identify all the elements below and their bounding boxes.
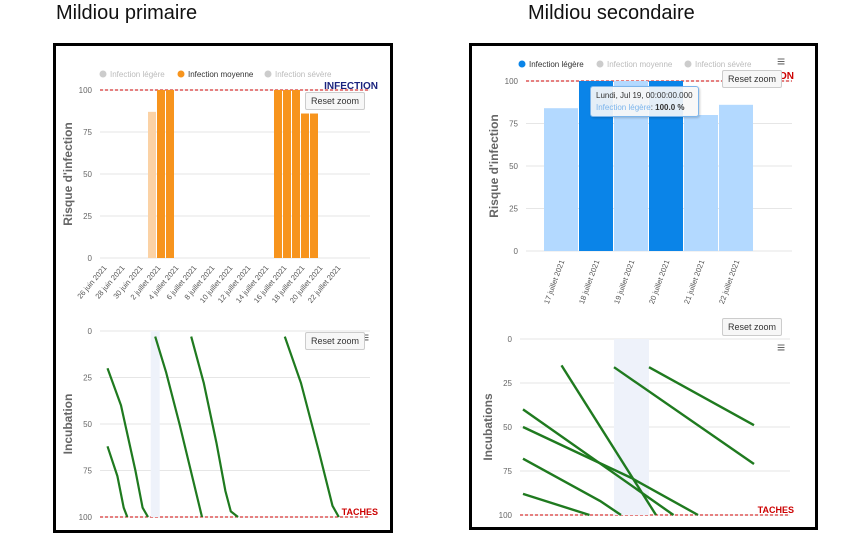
y-tick-label: 0 [514, 247, 519, 256]
y-tick-label: 75 [83, 467, 92, 476]
legend-item: Infection sévère [695, 60, 752, 69]
legend-item: Infection sévère [275, 70, 332, 79]
y-axis-label: Risque d'infection [487, 114, 501, 218]
x-tick-label: 17 juillet 2021 [542, 259, 566, 306]
incubation-line [190, 336, 239, 518]
y-tick-label: 100 [79, 513, 93, 522]
y-tick-label: 100 [505, 77, 519, 86]
legend-marker [264, 70, 272, 78]
bar [157, 90, 165, 258]
incubation-line [522, 457, 622, 516]
y-tick-label: 100 [79, 86, 93, 95]
plot-band [150, 331, 160, 517]
panel-secondaire: 0 25 50 75 100 Risque d'infection Infection lé… [469, 43, 818, 530]
bar [310, 113, 318, 259]
y-tick-label: 50 [509, 162, 518, 171]
bar [148, 111, 156, 258]
incubation-line [560, 364, 658, 516]
legend-marker [99, 70, 107, 78]
reset-zoom-button-secondaire-incubation[interactable]: Reset zoom [722, 318, 783, 336]
section-title-secondaire: Mildiou secondaire [528, 2, 695, 24]
x-tick-label: 21 juillet 2021 [682, 259, 706, 306]
y-axis-label: Incubations [481, 393, 495, 461]
tooltip-date: Lundi, Jul 19, 00:00:00.000 [596, 91, 693, 100]
y-tick-label: 100 [499, 511, 513, 520]
incubation-line [106, 445, 129, 518]
reset-zoom-button-primaire-infection[interactable]: Reset zoom [305, 92, 366, 110]
reset-zoom-button-secondaire-infection[interactable]: Reset zoom [722, 70, 783, 88]
chart-tooltip: Lundi, Jul 19, 00:00:00.000 Infection lé… [590, 86, 699, 117]
reset-zoom-button-primaire-incubation[interactable]: Reset zoom [305, 332, 366, 350]
tooltip-series: Infection légère [596, 103, 651, 112]
y-tick-label: 50 [83, 420, 92, 429]
legend-marker [177, 70, 185, 78]
y-axis-label: Risque d'infection [61, 122, 75, 226]
y-tick-label: 50 [83, 170, 92, 179]
legend-marker [596, 60, 604, 68]
legend-item: Infection légère [110, 70, 165, 79]
bar [283, 90, 291, 258]
bar [544, 108, 578, 251]
y-tick-label: 0 [88, 254, 93, 263]
y-tick-label: 25 [509, 205, 518, 214]
y-tick-label: 75 [83, 128, 92, 137]
bar [684, 115, 718, 251]
legend-marker [518, 60, 526, 68]
brand-label: TACHES [342, 507, 378, 517]
x-tick-label: 18 juillet 2021 [577, 259, 601, 306]
brand-label: TACHES [758, 505, 794, 515]
y-tick-label: 75 [503, 467, 512, 476]
panel-primaire: 0 25 50 75 100 Risque d'infection Infection lé… [53, 43, 393, 533]
section-title-primaire: Mildiou primaire [56, 2, 198, 24]
chart-primaire-infection: 0 25 50 75 100 Risque d'infection Infection lé… [61, 70, 378, 305]
y-tick-label: 25 [83, 374, 92, 383]
bar [274, 90, 282, 258]
legend-item: Infection moyenne [607, 60, 673, 69]
hamburger-menu-icon[interactable]: ≡ [777, 53, 786, 69]
y-tick-label: 0 [508, 335, 513, 344]
x-tick-label: 22 juillet 2021 [717, 259, 741, 306]
incubation-line [283, 336, 340, 518]
incubation-line [613, 366, 755, 465]
brand-label: INFECTION [324, 81, 378, 92]
y-tick-label: 50 [503, 423, 512, 432]
y-tick-label: 0 [88, 327, 93, 336]
legend-item: Infection légère [529, 60, 584, 69]
x-tick-label: 19 juillet 2021 [612, 259, 636, 306]
y-tick-label: 25 [503, 379, 512, 388]
hamburger-menu-icon[interactable]: ≡ [361, 329, 370, 345]
bar [719, 104, 753, 251]
incubation-line [106, 367, 149, 518]
x-tick-label: 20 juillet 2021 [647, 259, 671, 306]
y-tick-label: 25 [83, 212, 92, 221]
legend-item: Infection moyenne [188, 70, 254, 79]
incubation-line [648, 366, 755, 427]
hamburger-menu-icon[interactable]: ≡ [777, 339, 786, 355]
chart-primaire-incubation: 0 25 50 75 100 Incubation TACHES [61, 327, 378, 522]
incubation-line [522, 492, 590, 517]
incubation-line [154, 336, 204, 518]
bar [292, 90, 300, 258]
bar [166, 90, 174, 258]
chart-secondaire-incubation: 0 25 50 75 100 Incubations TACHES [481, 335, 794, 520]
y-axis-label: Incubation [61, 394, 75, 455]
legend-marker [684, 60, 692, 68]
plot-band [614, 339, 649, 515]
y-tick-label: 75 [509, 120, 518, 129]
bar [301, 113, 309, 259]
tooltip-value: 100.0 % [655, 103, 685, 112]
